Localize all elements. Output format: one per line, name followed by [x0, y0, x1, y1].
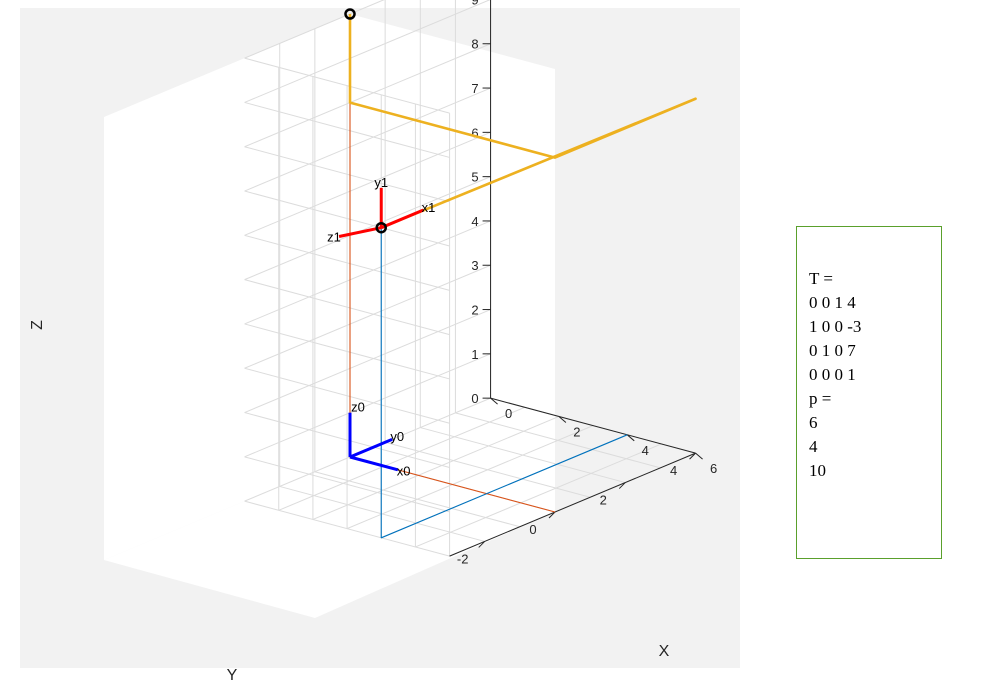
matrix-line: 0 1 0 7 — [809, 341, 856, 360]
matrix-line: T = — [809, 269, 833, 288]
frame-1-y1-label: y1 — [374, 175, 388, 190]
matrix-line: 0 0 0 1 — [809, 365, 856, 384]
matrix-line: p = — [809, 389, 832, 408]
z-axis-label: Z — [29, 320, 46, 330]
grid-line-y — [420, 427, 626, 484]
x-axis-label: X — [659, 643, 670, 660]
grid-line-x — [278, 406, 525, 511]
matrix-line: 4 — [809, 437, 818, 456]
frame-0-x0-axis — [349, 455, 399, 472]
y-tick-label: 2 — [600, 493, 607, 508]
y-tick-mark — [478, 541, 486, 548]
matrix-lines: T = 0 0 1 4 1 0 0 -3 0 1 0 7 0 0 0 1 p = 6 4 10 — [809, 267, 861, 483]
y-edge-axis-line — [490, 397, 696, 454]
x-tick-mark — [558, 416, 567, 423]
x-tick-label: 0 — [505, 406, 512, 421]
arm-link-line-0 — [348, 14, 697, 229]
z-tick-label: 5 — [471, 170, 478, 185]
y-tick-label: 4 — [670, 463, 677, 478]
matrix-line: 6 — [809, 413, 818, 432]
matrix-line: 1 0 0 -3 — [809, 317, 862, 336]
z-tick-label: 0 — [471, 391, 478, 406]
x-tick-mark — [695, 452, 703, 460]
y-tick-mark — [618, 482, 626, 489]
y-tick-label: -2 — [457, 551, 469, 566]
frame-0-z0-label: z0 — [351, 399, 365, 414]
grid-line-x — [346, 425, 594, 530]
grid-line-y — [279, 485, 485, 542]
frame-0-y0-label: y0 — [390, 429, 404, 444]
x-tick-mark — [626, 434, 635, 442]
z-tick-label: 8 — [471, 37, 478, 52]
back-wall-xz — [350, 14, 555, 512]
grid-line-y — [385, 441, 591, 498]
z-tick-label: 9 — [471, 0, 478, 7]
back-wall-yz — [104, 14, 350, 560]
matrix-line: 0 0 1 4 — [809, 293, 856, 312]
frame-1-z1-axis — [338, 226, 382, 238]
z-tick-label: 6 — [471, 125, 478, 140]
frame-1-z1-label: z1 — [327, 230, 341, 245]
frame-1-x1-label: x1 — [422, 200, 436, 215]
point-marker — [344, 8, 356, 20]
z-tick-label: 2 — [471, 303, 478, 318]
grid-line-z — [244, 43, 491, 148]
transform-matrix-panel: T = 0 0 1 4 1 0 0 -3 0 1 0 7 0 0 0 1 p = 6 4 10 — [796, 226, 942, 559]
point-marker — [375, 221, 387, 234]
grid-line-x — [415, 443, 662, 548]
x-tick-label: 6 — [710, 461, 717, 476]
x-tick-label: 2 — [573, 424, 580, 439]
grid-line-z — [244, 0, 491, 103]
projection-line-1 — [380, 227, 628, 539]
z-tick-label: 4 — [471, 214, 478, 229]
frame-0-x0-label: x0 — [397, 463, 411, 478]
grid-line-x — [312, 416, 560, 520]
grid-line-z — [244, 0, 385, 59]
x-tick-label: 4 — [642, 443, 649, 458]
z-tick-label: 3 — [471, 258, 478, 273]
y-tick-label: 0 — [529, 522, 536, 537]
y-tick-mark — [548, 511, 556, 519]
grid-line-y — [314, 471, 520, 528]
grid-line-y — [455, 412, 661, 469]
grid-line-z — [244, 87, 491, 192]
z-tick-label: 7 — [471, 81, 478, 96]
floor-plane — [104, 457, 555, 618]
y-axis-label: Y — [227, 667, 238, 684]
frame-1-x1-axis — [380, 208, 424, 230]
x-tick-mark — [490, 397, 498, 405]
x-edge-axis-line — [449, 452, 696, 557]
matrix-line: 10 — [809, 461, 826, 480]
y-tick-mark — [689, 452, 696, 460]
frame-0-y0-axis — [349, 437, 393, 459]
coordinate-frames: x0 y0 z0 x1 y1 z1 — [327, 8, 436, 478]
z-tick-label: 1 — [471, 347, 478, 362]
